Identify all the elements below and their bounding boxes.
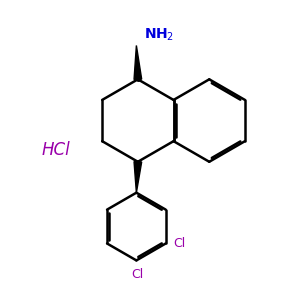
Text: Cl: Cl (173, 237, 185, 250)
Text: NH$_2$: NH$_2$ (144, 27, 174, 43)
Polygon shape (134, 162, 142, 193)
Text: Cl: Cl (132, 268, 144, 281)
Polygon shape (134, 46, 142, 80)
Text: HCl: HCl (41, 141, 70, 159)
